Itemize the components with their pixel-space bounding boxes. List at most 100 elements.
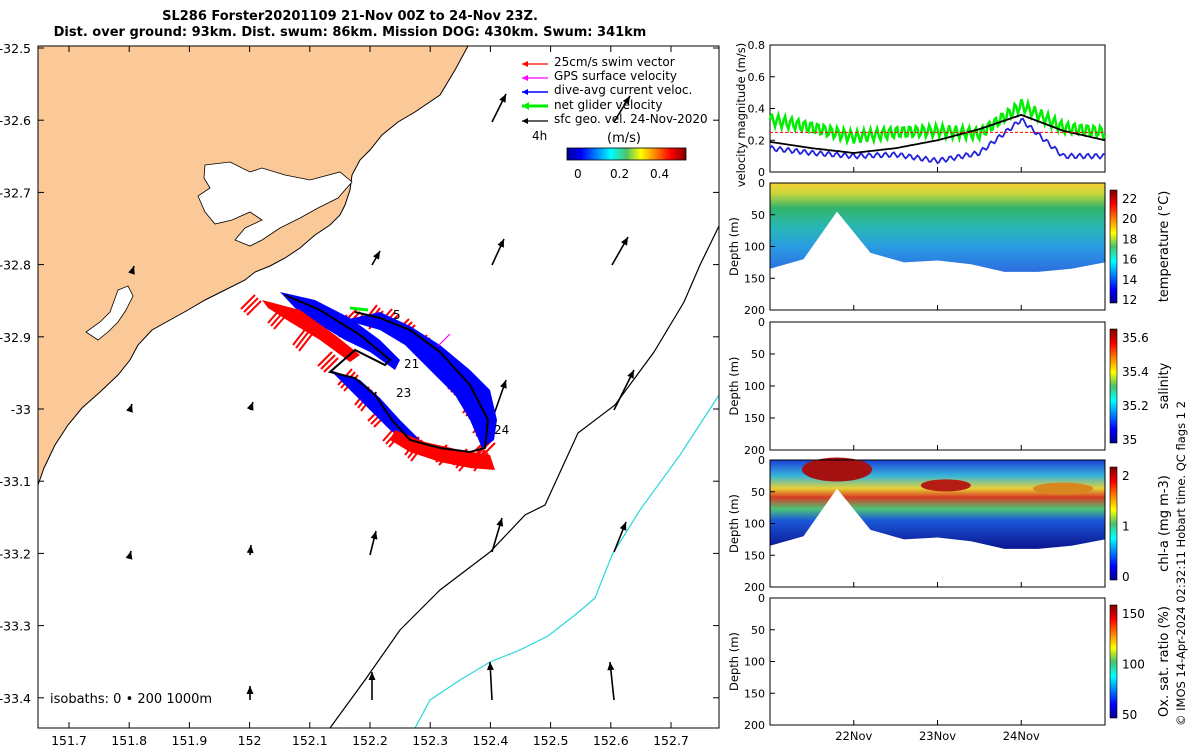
- map-xtick-label: 152.2: [352, 733, 388, 748]
- geo-arrow-head: [128, 266, 135, 275]
- velocity-series-1: [769, 117, 1106, 165]
- colorbar-tick-0.4: 0.4: [650, 167, 669, 181]
- depth-panel-bg: [770, 322, 1105, 450]
- map-ytick-label: -33: [11, 402, 31, 417]
- colorbar-tick-label: 0: [1122, 570, 1130, 584]
- time-xtick-label: 23Nov: [919, 729, 956, 743]
- scale-label: 4h: [532, 129, 547, 143]
- swim-vector: [298, 332, 314, 352]
- depth-ytick-label: 150: [744, 272, 765, 285]
- velocity-ytick-label: 0.8: [748, 39, 766, 52]
- chl-patch: [1033, 482, 1094, 495]
- map-ytick-label: -32.6: [0, 113, 31, 128]
- map-xtick-label: 152: [238, 733, 262, 748]
- velocity-series-2: [769, 113, 1106, 154]
- inlet: [85, 285, 134, 341]
- day-label-23: 23: [396, 386, 411, 400]
- colorbar-tick-label: 1: [1122, 520, 1130, 534]
- depth-ytick-label: 50: [751, 486, 765, 499]
- depth-ytick-label: 50: [751, 209, 765, 222]
- depth-ytick-label: 200: [744, 581, 765, 594]
- map-xtick-label: 151.7: [51, 733, 87, 748]
- colorbar-tick-label: 35.6: [1122, 331, 1149, 345]
- map-ytick-label: -32.7: [0, 185, 31, 200]
- velocity-ytick-label: 0.4: [748, 103, 766, 116]
- colorbar-tick-label: 18: [1122, 232, 1137, 246]
- depth-ytick-label: 0: [758, 177, 765, 190]
- map-ytick-label: -32.8: [0, 258, 31, 273]
- copyright-note: © IMOS 14-Apr-2024 02:32:11 Hobart time.…: [1174, 401, 1188, 726]
- swim-vector: [246, 300, 262, 316]
- geo-arrow-head: [246, 545, 254, 554]
- depth-ylabel: Depth (m): [727, 632, 741, 691]
- depth-ytick-label: 100: [744, 518, 765, 531]
- map-panel: 151.7 151.8 151.9 152 152.1 152.2 152.3 152.4 15…: [0, 41, 720, 748]
- legend-dive-avg: dive-avg current veloc.: [554, 83, 692, 97]
- velocity-ytick-label: 0.2: [748, 134, 766, 147]
- geo-arrow-head: [607, 662, 615, 671]
- current-band: [280, 292, 400, 370]
- colorbar-tick-label: 20: [1122, 212, 1137, 226]
- map-ytick-label: -33.3: [0, 619, 31, 634]
- depth-ytick-label: 100: [744, 380, 765, 393]
- geo-arrow-head: [497, 239, 504, 248]
- velocity-series-0: [768, 97, 1107, 147]
- colorbar-tick-label: 35.2: [1122, 399, 1149, 413]
- depth-colorbar: [1109, 466, 1118, 581]
- day-label-24: 24: [494, 423, 509, 437]
- depth-colorbar: [1109, 189, 1118, 304]
- depth-colorbar: [1109, 328, 1118, 444]
- depth-ytick-label: 0: [758, 592, 765, 605]
- velocity-ytick-label: 0: [758, 166, 765, 179]
- colorbar-tick-label: 14: [1122, 273, 1137, 287]
- glider-track: [240, 292, 497, 472]
- colorbar-tick-label: 12: [1122, 293, 1137, 307]
- map-ytick-label: -32.5: [0, 41, 31, 56]
- swim-vector: [323, 357, 339, 373]
- colorbar-tick-0: 0: [574, 167, 582, 181]
- geo-arrow-head: [627, 370, 634, 379]
- geo-arrow-head: [246, 686, 254, 694]
- velocity-ytick-label: 0.6: [748, 71, 766, 84]
- day-label-21: 21: [404, 357, 419, 371]
- depth-ytick-label: 100: [744, 656, 765, 669]
- depth-ylabel: Depth (m): [727, 217, 741, 276]
- colorbar-tick-0.2: 0.2: [610, 167, 629, 181]
- time-xtick-label: 24Nov: [1003, 729, 1040, 743]
- depth-ytick-label: 100: [744, 241, 765, 254]
- geo-arrow-head: [368, 672, 376, 680]
- depth-ytick-label: 150: [744, 549, 765, 562]
- title-line-2: Dist. over ground: 93km. Dist. swum: 86k…: [53, 25, 647, 40]
- colorbar-tick-label: 35.4: [1122, 365, 1149, 379]
- geo-arrow-head: [126, 404, 133, 413]
- depth-ytick-label: 0: [758, 316, 765, 329]
- isobath-200: [329, 225, 719, 728]
- colorbar-label: salinity: [1157, 362, 1172, 409]
- map-xtick-label: 151.9: [172, 733, 208, 748]
- geo-arrow-head: [619, 522, 627, 531]
- colorbar-tick-label: 100: [1122, 658, 1145, 672]
- map-xtick-label: 152.7: [653, 733, 689, 748]
- isobath-label: isobaths: 0 • 200 1000m: [50, 692, 212, 707]
- geo-arrow-head: [499, 94, 506, 103]
- swim-vector: [317, 351, 333, 367]
- depth-colorbar: [1109, 604, 1118, 719]
- map-xtick-label: 152.4: [473, 733, 509, 748]
- swim-vector: [243, 297, 259, 313]
- velocity-panel-frame: [769, 44, 1106, 173]
- map-xtick-label: 152.3: [412, 733, 448, 748]
- geo-arrow-head: [500, 380, 507, 389]
- depth-ytick-label: 200: [744, 444, 765, 457]
- geo-arrow-head: [496, 518, 504, 527]
- geo-arrow-head: [622, 96, 630, 105]
- colorbar-label: temperature (°C): [1157, 191, 1172, 303]
- swim-vector: [320, 354, 336, 370]
- lake: [197, 161, 353, 247]
- depth-ylabel: Depth (m): [727, 357, 741, 416]
- map-ticks: 151.7 151.8 151.9 152 152.1 152.2 152.3 152.4 15…: [0, 41, 719, 748]
- depth-ytick-label: 200: [744, 304, 765, 317]
- swim-vector: [240, 294, 256, 310]
- speed-colorbar: [566, 147, 687, 161]
- geo-arrow-head: [246, 402, 254, 411]
